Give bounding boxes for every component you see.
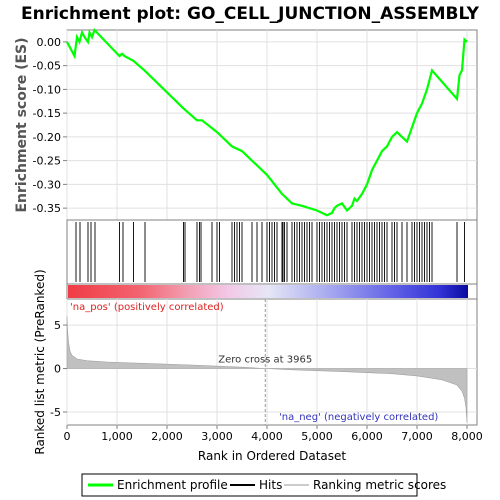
ranked-y-tick-label: -5 (50, 406, 61, 419)
enrichment-y-tick-label: -0.05 (33, 60, 61, 73)
enrichment-y-tick-label: -0.35 (33, 202, 61, 215)
ranked-y-tick-label: 5 (54, 319, 61, 332)
legend-enrichment-label: Enrichment profile (117, 478, 228, 492)
legend-ranking-label: Ranking metric scores (313, 478, 446, 492)
x-tick-label: 3,000 (201, 430, 233, 443)
negative-correlation-label: 'na_neg' (negatively correlated) (279, 412, 438, 423)
ranking-metric-area (66, 316, 468, 423)
enrichment-y-tick-label: -0.20 (33, 131, 61, 144)
x-tick-label: 1,000 (101, 430, 133, 443)
enrichment-y-tick-label: 0.00 (37, 36, 62, 49)
enrichment-y-ticks: 0.00 -0.05 -0.10 -0.15 -0.20 -0.25 -0.30 -0.35 (33, 36, 67, 215)
hit-lines (75, 222, 465, 282)
x-tick-label: 2,000 (151, 430, 183, 443)
enrichment-y-tick-label: -0.10 (33, 83, 61, 96)
legend: Enrichment profile Hits Ranking metric s… (81, 473, 446, 497)
chart-title: Enrichment plot: GO_CELL_JUNCTION_ASSEMB… (21, 4, 480, 24)
x-tick-label: 5,000 (301, 430, 333, 443)
enrichment-profile-line (66, 27, 468, 217)
x-tick-label: 8,000 (451, 430, 483, 443)
enrichment-y-tick-label: -0.15 (33, 107, 61, 120)
enrichment-y-tick-label: -0.25 (33, 155, 61, 168)
ranked-y-tick-label: 0 (54, 363, 61, 376)
x-axis-label: Rank in Ordered Dataset (198, 449, 346, 463)
positive-correlation-label: 'na_pos' (positively correlated) (70, 302, 224, 313)
x-tick-label: 6,000 (351, 430, 383, 443)
ranking-color-bar (68, 285, 468, 298)
ranked-metric-panel (66, 298, 478, 426)
x-axis-ticks: 0 1,000 2,000 3,000 4,000 5,000 6,000 7,000 8,00… (64, 425, 483, 443)
enrichment-grid (66, 30, 477, 220)
ranked-y-axis-label: Ranked list metric (PreRanked) (33, 269, 47, 454)
x-tick-label: 0 (64, 430, 71, 443)
legend-hits-label: Hits (259, 478, 282, 492)
enrichment-y-axis-label: Enrichment score (ES) (14, 37, 30, 212)
zero-cross-label: Zero cross at 3965 (218, 355, 312, 366)
x-tick-label: 7,000 (401, 430, 433, 443)
ranked-y-ticks: 5 0 -5 (50, 319, 67, 419)
enrichment-y-tick-label: -0.30 (33, 178, 61, 191)
x-tick-label: 4,000 (251, 430, 283, 443)
